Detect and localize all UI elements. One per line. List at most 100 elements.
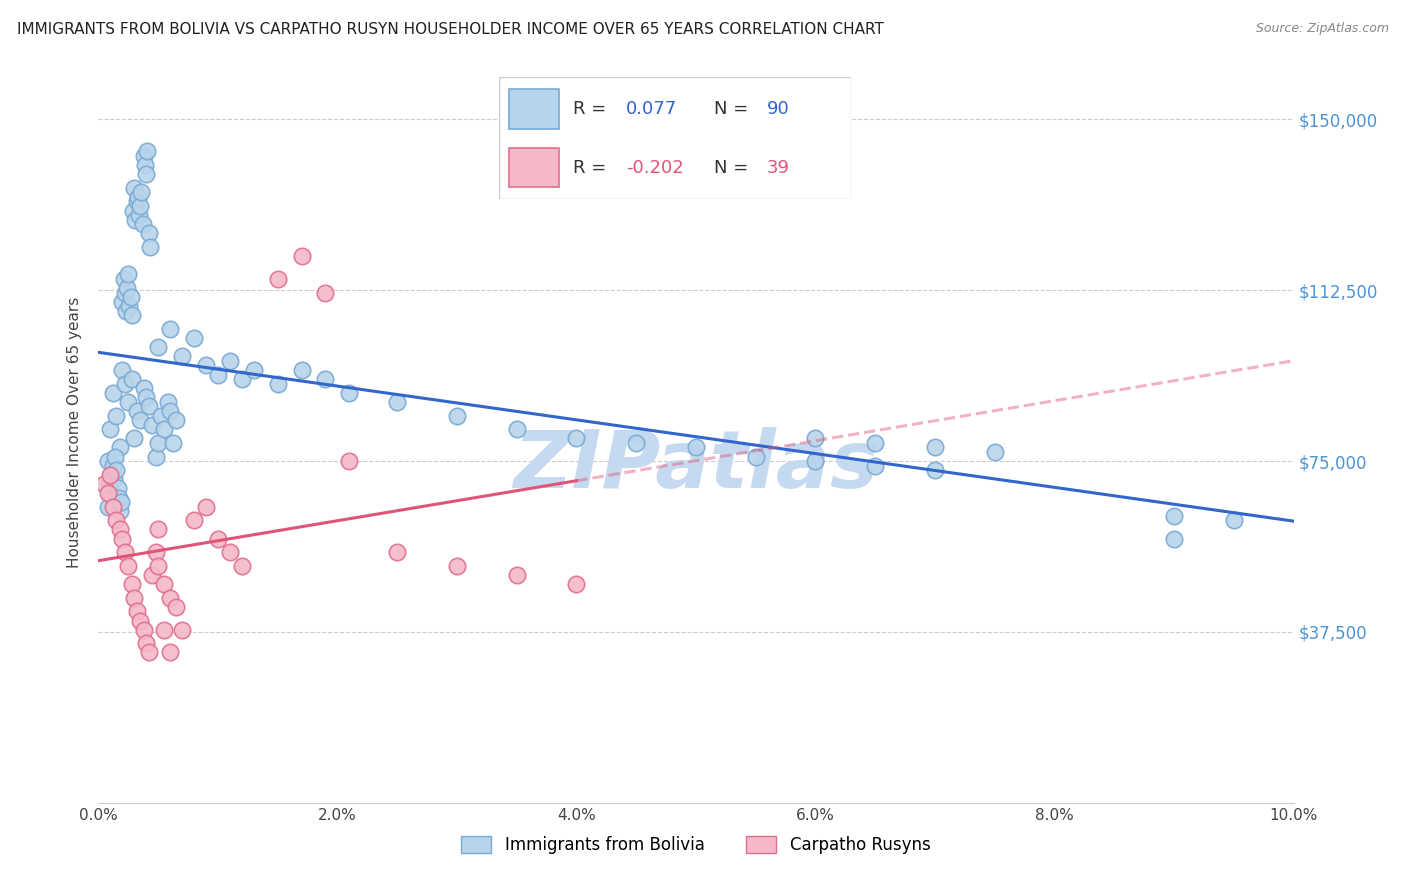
Point <box>127 190 149 204</box>
Point <box>132 381 155 395</box>
Point <box>149 409 172 423</box>
Point <box>115 281 138 295</box>
Point <box>291 249 314 263</box>
Point <box>131 186 153 200</box>
Point <box>124 591 146 605</box>
Point <box>98 486 122 500</box>
Point <box>124 431 146 445</box>
Point <box>138 645 160 659</box>
Point <box>865 435 887 450</box>
Point <box>134 158 156 172</box>
Point <box>114 376 136 391</box>
Point <box>172 349 194 363</box>
Point <box>984 445 1007 459</box>
Point <box>101 385 124 400</box>
Point <box>128 208 150 222</box>
Point <box>195 500 218 514</box>
Point <box>135 636 157 650</box>
Point <box>108 504 131 518</box>
Point <box>159 645 181 659</box>
Point <box>231 372 253 386</box>
Legend: Immigrants from Bolivia, Carpatho Rusyns: Immigrants from Bolivia, Carpatho Rusyns <box>454 830 938 861</box>
Point <box>117 268 139 282</box>
Point <box>125 194 148 209</box>
Point <box>117 558 139 573</box>
Point <box>145 450 167 464</box>
Point <box>446 558 468 573</box>
Point <box>148 523 170 537</box>
Point <box>626 435 648 450</box>
Point <box>135 390 157 404</box>
Point <box>97 500 120 514</box>
Point <box>115 303 138 318</box>
Point <box>107 482 129 496</box>
Point <box>446 409 468 423</box>
Point <box>101 500 124 514</box>
Point <box>145 545 167 559</box>
Point <box>98 422 122 436</box>
Point <box>339 454 361 468</box>
Point <box>132 149 155 163</box>
Point <box>121 372 143 386</box>
Point <box>565 431 588 445</box>
Point <box>121 308 143 322</box>
Point <box>219 354 242 368</box>
Point <box>195 359 218 373</box>
Point <box>745 450 768 464</box>
Point <box>207 532 229 546</box>
Point <box>97 486 120 500</box>
Point <box>165 413 187 427</box>
Point <box>804 454 827 468</box>
Point <box>124 212 146 227</box>
Point <box>231 558 253 573</box>
Point <box>159 591 181 605</box>
Text: IMMIGRANTS FROM BOLIVIA VS CARPATHO RUSYN HOUSEHOLDER INCOME OVER 65 YEARS CORRE: IMMIGRANTS FROM BOLIVIA VS CARPATHO RUSY… <box>17 22 884 37</box>
Point <box>100 467 122 482</box>
Point <box>114 545 136 559</box>
Point <box>159 404 181 418</box>
Point <box>148 340 170 354</box>
Point <box>924 441 946 455</box>
Point <box>267 376 290 391</box>
Point <box>153 623 176 637</box>
Point <box>219 545 242 559</box>
Point <box>125 604 148 618</box>
Point <box>132 623 155 637</box>
Point <box>139 240 162 254</box>
Point <box>108 441 131 455</box>
Point <box>267 272 290 286</box>
Y-axis label: Householder Income Over 65 years: Householder Income Over 65 years <box>67 297 83 568</box>
Point <box>243 363 266 377</box>
Point <box>315 372 337 386</box>
Point <box>506 568 529 582</box>
Point <box>156 395 179 409</box>
Point <box>153 422 176 436</box>
Point <box>685 441 707 455</box>
Point <box>1223 513 1246 527</box>
Point <box>111 294 134 309</box>
Point <box>172 623 194 637</box>
Point <box>131 217 153 231</box>
Point <box>129 413 152 427</box>
Point <box>105 409 128 423</box>
Point <box>111 363 134 377</box>
Point <box>101 458 124 473</box>
Point <box>105 463 128 477</box>
Point <box>124 180 146 194</box>
Point <box>121 577 143 591</box>
Point <box>865 458 887 473</box>
Point <box>108 523 131 537</box>
Point <box>339 385 361 400</box>
Point <box>93 476 115 491</box>
Point <box>107 491 129 505</box>
Point <box>565 577 588 591</box>
Point <box>183 513 205 527</box>
Point <box>136 145 159 159</box>
Point <box>1163 508 1185 523</box>
Point <box>104 450 127 464</box>
Point <box>183 331 205 345</box>
Point <box>162 435 184 450</box>
Point <box>98 476 121 491</box>
Point <box>153 577 176 591</box>
Point <box>159 322 181 336</box>
